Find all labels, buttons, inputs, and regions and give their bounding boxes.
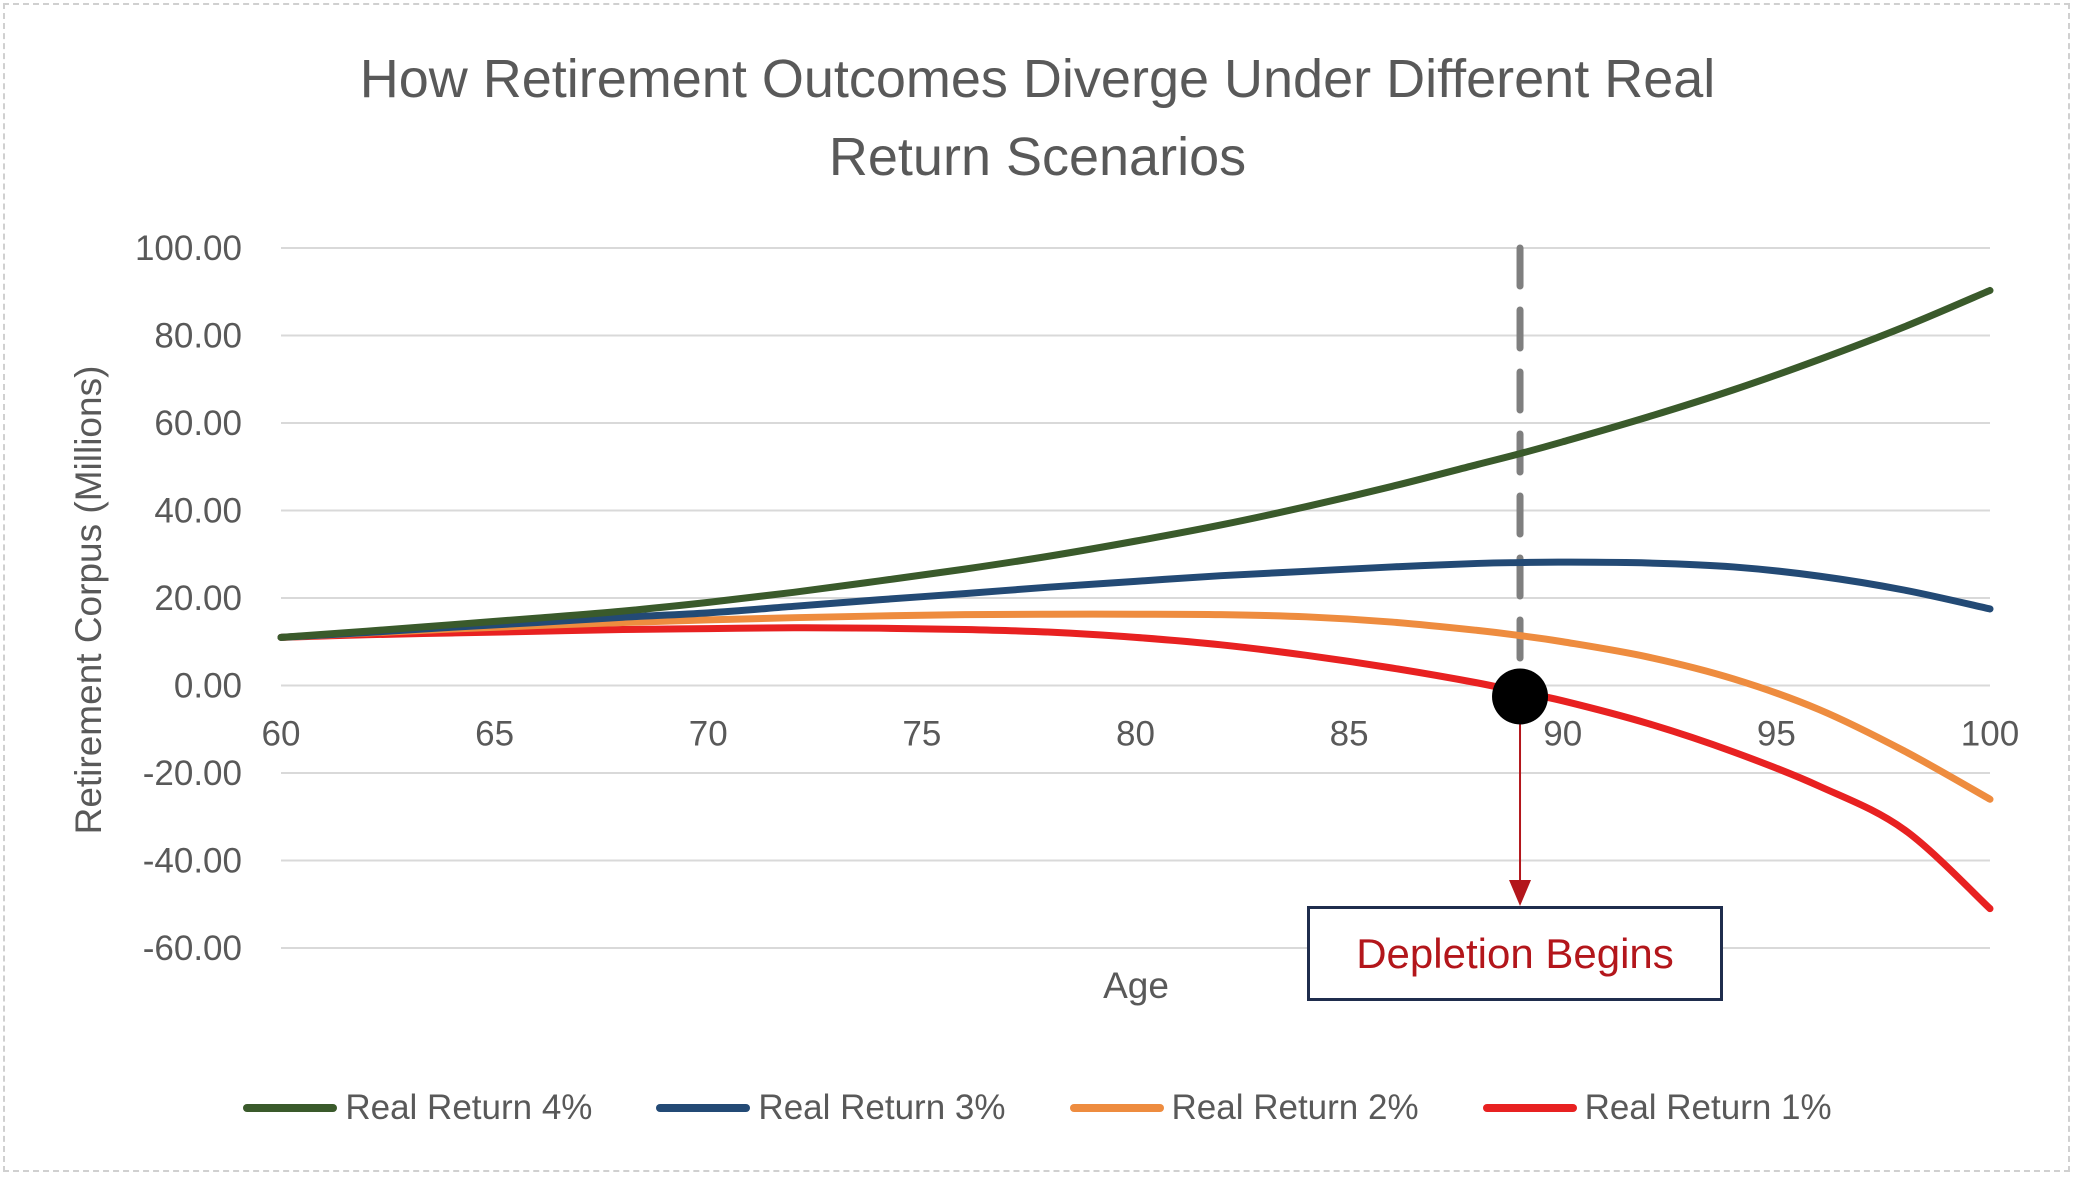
x-tick-label-90: 90	[1543, 715, 1582, 754]
series-line-real-return-4	[277, 286, 1994, 641]
depletion-annotation-text: Depletion Begins	[1356, 929, 1674, 977]
y-tick-label-80-00: 80.00	[154, 317, 242, 356]
series-line-real-return-2	[277, 610, 1994, 803]
x-tick-label-60: 60	[262, 715, 301, 754]
x-tick-label-65: 65	[475, 715, 514, 754]
legend-item-real-return-4: Real Return 4%	[243, 1088, 592, 1128]
legend-swatch-real-return-4	[243, 1104, 338, 1112]
x-axis-title: Age	[1103, 965, 1169, 1006]
legend-item-real-return-2: Real Return 2%	[1069, 1088, 1419, 1128]
x-tick-label-75: 75	[902, 715, 941, 754]
y-tick-label-0-00: 0.00	[174, 667, 242, 706]
y-tick-label-20-00: 20.00	[154, 579, 242, 618]
series-layer	[277, 286, 1994, 913]
y-tick-label-40-00: -40.00	[143, 842, 242, 881]
y-tick-label-100-00: 100.00	[135, 229, 242, 268]
y-axis-title: Retirement Corpus (Millions)	[68, 366, 109, 835]
legend-swatch-real-return-2	[1069, 1104, 1164, 1112]
x-tick-label-70: 70	[689, 715, 728, 754]
marker-layer	[1492, 668, 1549, 906]
legend-swatch-real-return-1	[1482, 1104, 1577, 1112]
legend-label-real-return-2: Real Return 2%	[1171, 1088, 1419, 1127]
x-tick-label-95: 95	[1757, 715, 1796, 754]
x-tick-label-80: 80	[1116, 715, 1155, 754]
legend-label-real-return-3: Real Return 3%	[758, 1088, 1006, 1127]
x-tick-label-85: 85	[1330, 715, 1369, 754]
y-tick-label-20-00: -20.00	[143, 754, 242, 793]
legend: Real Return 4% Real Return 3% Real Retur…	[0, 1083, 2075, 1133]
legend-label-real-return-4: Real Return 4%	[345, 1088, 593, 1127]
x-axis-ticks: 60 65 70 75 80 85 90 95 100	[262, 715, 2020, 754]
y-axis-ticks: 100.00 80.00 60.00 40.00 20.00 0.00 -20.00 -40.…	[135, 229, 242, 968]
x-tick-label-100: 100	[1961, 715, 2019, 754]
legend-label-real-return-1: Real Return 1%	[1584, 1088, 1832, 1127]
legend-item-real-return-1: Real Return 1%	[1482, 1088, 1832, 1128]
y-tick-label-60-00: 60.00	[154, 404, 242, 443]
y-tick-label-40-00: 40.00	[154, 492, 242, 531]
chart-title-line-2: Return Scenarios	[828, 127, 1247, 187]
legend-item-real-return-3: Real Return 3%	[656, 1088, 1006, 1128]
series-line-real-return-1	[277, 624, 1994, 913]
depletion-annotation-box: Depletion Begins	[1307, 906, 1723, 1001]
y-tick-label-60-00: -60.00	[143, 929, 242, 968]
chart-title-line-1: How Retirement Outcomes Diverge Under Di…	[359, 49, 1716, 109]
legend-swatch-real-return-3	[656, 1104, 751, 1112]
series-line-real-return-3	[277, 558, 1994, 641]
annotation-arrow-head	[1509, 880, 1532, 906]
chart-title: How Retirement Outcomes Diverge Under Di…	[0, 40, 2075, 196]
grid-lines	[281, 247, 1990, 949]
depletion-marker-point	[1492, 668, 1549, 725]
